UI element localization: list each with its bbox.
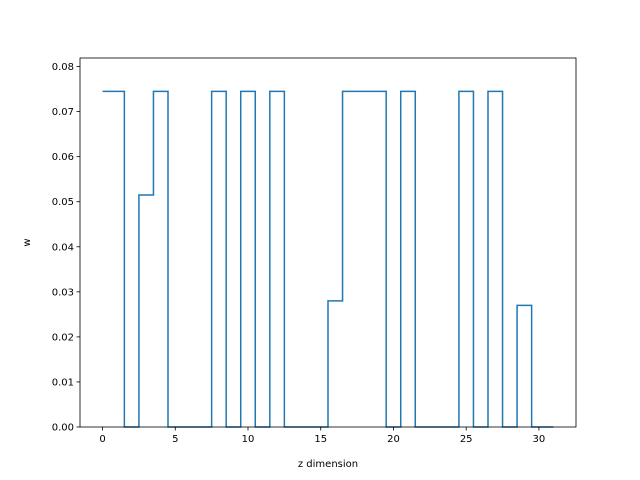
y-tick-label: 0.02: [52, 332, 74, 343]
plot-frame: [79, 57, 577, 428]
y-tick-label: 0.08: [52, 62, 74, 73]
x-tick-label: 0: [99, 434, 105, 445]
y-tick-label: 0.01: [52, 377, 74, 388]
series-line: [102, 90, 554, 428]
y-tick-label: 0.07: [52, 107, 74, 118]
series-layer: [102, 90, 554, 428]
x-tick-label: 25: [460, 434, 473, 445]
x-axis-ticks: 0 5 10 15 20 25 30: [99, 427, 545, 445]
x-tick-label: 10: [242, 434, 255, 445]
x-tick-label: 20: [387, 434, 400, 445]
x-axis-label: z dimension: [298, 459, 358, 470]
x-tick-label: 30: [533, 434, 546, 445]
x-tick-label: 15: [314, 434, 327, 445]
y-tick-label: 0.06: [52, 152, 74, 163]
y-tick-label: 0.04: [52, 242, 74, 253]
y-axis-label: w: [22, 238, 33, 246]
x-tick-label: 5: [172, 434, 178, 445]
y-tick-label: 0.00: [52, 423, 74, 434]
y-tick-label: 0.03: [52, 287, 74, 298]
y-axis-ticks: 0.00 0.01 0.02 0.03 0.04 0.05 0.06 0.07 0.08: [52, 62, 80, 434]
y-tick-label: 0.05: [52, 197, 74, 208]
